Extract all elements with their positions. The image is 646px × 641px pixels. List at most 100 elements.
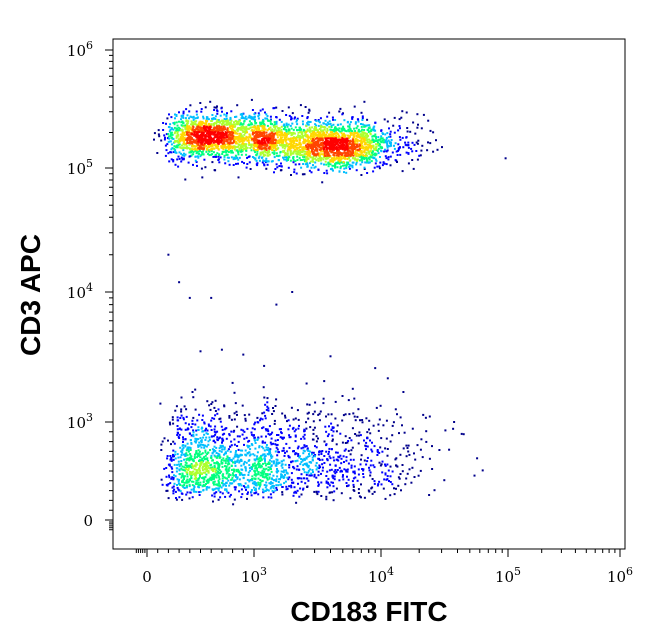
event-dot: [227, 448, 230, 451]
event-dot: [191, 128, 194, 131]
event-dot: [325, 475, 328, 477]
event-dot: [309, 144, 312, 147]
event-dot: [318, 157, 321, 160]
event-dot: [302, 154, 305, 157]
event-dot: [213, 406, 216, 409]
event-dot: [305, 144, 307, 147]
event-dot: [181, 449, 184, 451]
event-dot: [228, 123, 231, 126]
event-dot: [157, 133, 160, 136]
event-dot: [182, 142, 185, 145]
event-dot: [247, 138, 250, 141]
event-dot: [198, 491, 201, 494]
event-dot: [178, 129, 181, 132]
event-dot: [216, 439, 219, 442]
event-dot: [179, 446, 182, 449]
event-dot: [305, 159, 308, 162]
event-dot: [223, 118, 226, 120]
event-dot: [327, 453, 330, 455]
event-dot: [169, 151, 172, 154]
event-dot: [391, 470, 394, 473]
event-dot: [216, 112, 219, 115]
event-dot: [210, 479, 213, 482]
event-dot: [225, 437, 228, 440]
event-dot: [223, 123, 226, 126]
event-dot: [185, 142, 187, 145]
event-dot: [265, 435, 267, 438]
event-dot: [276, 148, 279, 151]
event-dot: [231, 137, 234, 140]
event-dot: [276, 439, 279, 441]
event-dot: [403, 431, 406, 434]
event-dot: [284, 126, 286, 129]
event-dot: [289, 131, 292, 134]
event-dot: [314, 132, 317, 135]
event-dot: [258, 133, 261, 136]
event-dot: [185, 464, 188, 467]
event-dot: [367, 147, 370, 150]
event-dot: [217, 474, 220, 477]
event-dot: [208, 404, 211, 407]
event-dot: [196, 155, 199, 158]
event-dot: [323, 134, 326, 137]
event-dot: [378, 451, 381, 454]
event-dot: [377, 144, 380, 147]
event-dot: [228, 466, 231, 469]
event-dot: [259, 122, 262, 125]
event-dot: [194, 482, 197, 485]
event-dot: [206, 120, 209, 123]
event-dot: [236, 476, 239, 479]
event-dot: [195, 479, 198, 482]
event-dot: [276, 434, 278, 436]
event-dot: [232, 164, 235, 166]
event-dot: [359, 434, 362, 437]
event-dot: [288, 434, 291, 437]
event-dot: [311, 150, 313, 153]
event-dot: [267, 453, 270, 456]
event-dot: [229, 116, 232, 119]
event-dot: [284, 473, 286, 476]
event-dot: [271, 490, 274, 492]
event-dot: [255, 145, 258, 148]
event-dot: [205, 473, 208, 476]
event-dot: [194, 453, 196, 456]
event-dot: [249, 116, 252, 119]
event-dot: [473, 474, 476, 477]
event-dot: [197, 478, 200, 481]
event-dot: [361, 421, 364, 424]
event-dot: [234, 116, 236, 118]
event-dot: [219, 156, 222, 159]
event-dot: [200, 459, 203, 462]
event-dot: [347, 478, 350, 481]
event-dot: [194, 437, 197, 440]
event-dot: [257, 112, 260, 115]
event-dot: [218, 125, 221, 128]
event-dot: [308, 154, 311, 157]
event-dot: [201, 427, 204, 430]
event-dot: [238, 148, 241, 151]
event-dot: [348, 147, 351, 150]
event-dot: [302, 158, 305, 161]
event-dot: [281, 460, 283, 463]
event-dot: [281, 412, 284, 415]
event-dot: [331, 160, 334, 163]
event-dot: [301, 134, 304, 137]
event-dot: [358, 136, 361, 139]
event-dot: [212, 500, 214, 503]
event-dot: [318, 154, 321, 157]
event-dot: [205, 147, 208, 150]
event-dot: [213, 147, 216, 150]
event-dot: [399, 127, 401, 130]
event-dot: [312, 413, 315, 416]
event-dot: [305, 152, 308, 155]
event-dot: [364, 148, 367, 151]
event-dot: [324, 119, 327, 122]
event-dot: [197, 147, 200, 150]
event-dot: [270, 496, 273, 499]
event-dot: [406, 472, 409, 475]
event-dot: [377, 141, 379, 144]
event-dot: [271, 139, 273, 142]
event-dot: [323, 163, 325, 166]
event-dot: [339, 454, 342, 457]
event-dot: [222, 484, 225, 487]
